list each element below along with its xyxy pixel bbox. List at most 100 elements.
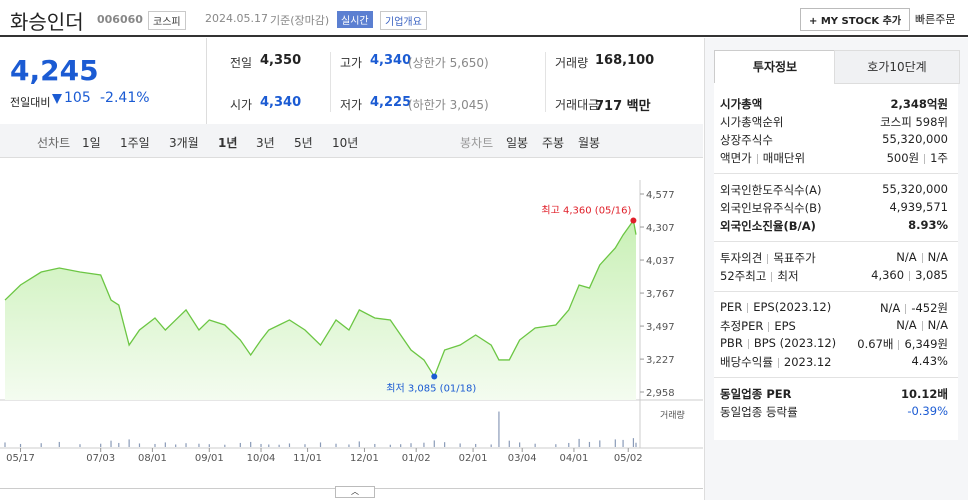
period-tab[interactable]: 1주일 [120,136,150,150]
x-tick-label: 05/02 [614,453,643,464]
period-tab[interactable]: 3년 [256,136,275,150]
x-tick-label: 03/04 [508,453,537,464]
x-tick-label: 09/01 [195,453,224,464]
info-label: 동일업종 PER [720,387,792,401]
period-tab[interactable]: 1일 [82,136,101,150]
tab-label: 봉차트 [460,136,494,150]
volume-bar [389,444,391,447]
realtime-badge[interactable]: 실시간 [337,11,373,28]
info-value-part: N/A [896,250,917,264]
volume-bar [304,444,306,447]
info-label: 매매단위 [762,151,806,165]
quote-label: 고가 [340,56,363,70]
volume-bar [278,444,280,447]
divider [545,52,546,112]
volume-bar [622,439,624,447]
volume-bar [118,442,120,447]
info-value: 4,939,571 [889,200,948,214]
quick-order[interactable]: 빠른주문 [915,13,956,26]
separator [756,153,758,164]
period-tab[interactable]: 5년 [294,136,313,150]
volume-bar [185,443,187,447]
volume-bar [239,442,241,447]
volume-bar [568,442,570,447]
divider [714,291,958,292]
info-value: N/A N/A [896,250,948,264]
candle-tab[interactable]: 일봉 [506,136,529,150]
volume-bar [175,444,177,447]
info-value: N/A N/A [896,318,948,332]
x-tick-label: 01/02 [402,453,431,464]
info-label: PER [720,300,743,314]
volume-bar [4,442,6,447]
info-value-part: 4,360 [871,268,905,282]
info-row: 동일업종 PER 10.12배 [720,386,948,404]
info-label: 52주최고 [720,269,767,283]
info-row: PER EPS(2023.12) N/A -452원 [720,300,948,318]
quote-label: 전일 [230,56,253,70]
info-tab[interactable]: 호가10단계 [834,50,960,84]
info-value-part: 0.67배 [857,337,894,351]
collapse-button[interactable]: ︿ [335,486,375,498]
candle-tab[interactable]: 주봉 [542,136,565,150]
volume-bar [348,444,350,447]
mystock-button[interactable]: + MY STOCK 추가 [800,8,911,31]
info-value-part: 8.93% [908,218,948,232]
info-value-part: 10.12배 [901,387,948,401]
divider [714,173,958,174]
info-value-part: 4.43% [911,354,948,368]
y-tick-label: 3,767 [646,289,675,300]
quote-note: (하한가 3,045) [408,98,489,112]
quote-label: 거래량 [555,56,589,70]
info-row: 시가총액 2,348억원 [720,96,948,114]
separator [921,252,923,263]
volume-bar [475,443,477,447]
volume-bar [599,440,601,447]
x-tick-label: 08/01 [138,453,167,464]
info-value-part: N/A [879,301,901,315]
info-label: 액면가 [720,151,752,165]
volume-bar [19,443,22,447]
volume-bar [268,444,270,447]
price-line [4,218,637,378]
volume-bar [154,443,156,447]
info-label: EPS(2023.12) [753,300,832,314]
info-label: 추정PER [720,319,764,333]
overview-button[interactable]: 기업개요 [380,11,427,30]
info-row: 시가총액순위 코스피 598위 [720,114,948,132]
basis: 기준(장마감) [270,14,330,27]
info-row: 외국인보유주식수(B) 4,939,571 [720,200,948,218]
volume-bar [198,443,200,447]
info-row: 상장주식수 55,320,000 [720,132,948,150]
info-row: 외국인한도주식수(A) 55,320,000 [720,182,948,200]
volume-bar [444,442,446,447]
info-value: -0.39% [907,404,948,418]
quote-value: 4,350 [260,53,302,68]
volume-bar [498,411,500,447]
info-value: 4.43% [911,354,948,368]
info-row: 추정PER EPS N/A N/A [720,318,948,336]
divider [0,35,968,37]
annotation-dot [431,373,438,380]
period-tab[interactable]: 10년 [332,136,359,150]
info-label: 동일업종 등락률 [720,405,798,419]
volume-bar [490,444,492,447]
volume-bar [508,440,510,447]
date: 2024.05.17 [205,12,268,25]
period-tab[interactable]: 3개월 [169,136,199,150]
info-value: 55,320,000 [882,182,948,196]
info-row: 52주최고 최저 4,360 3,085 [720,268,948,286]
tab-label: 선차트 [37,136,71,150]
period-tab[interactable]: 1년 [218,136,238,150]
info-value-part: 코스피 598위 [880,115,948,129]
info-value: 55,320,000 [882,132,948,146]
divider [714,377,958,378]
volume-bar [250,441,252,447]
volume-bar [555,444,557,447]
info-tab[interactable]: 투자정보 [714,50,836,83]
info-label: 목표주가 [773,251,816,265]
quote-label: 시가 [230,98,253,112]
candle-tab[interactable]: 월봉 [578,136,601,150]
divider [714,241,958,242]
